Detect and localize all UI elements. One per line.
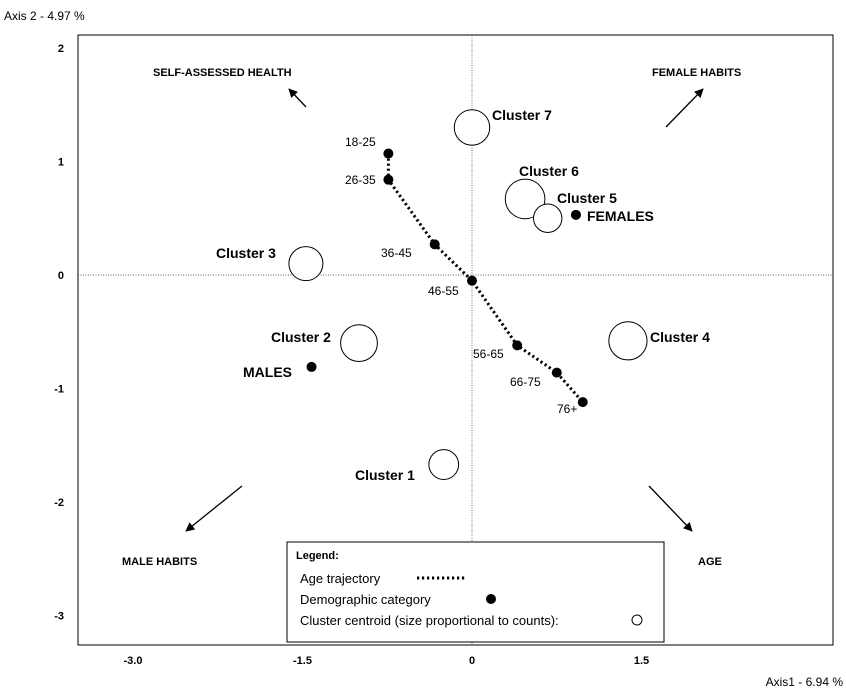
cluster-centroid: [453, 109, 491, 146]
x-tick-label: 0: [469, 655, 475, 667]
cluster-centroids: [288, 109, 648, 480]
cluster-label-2: Cluster 2: [271, 329, 331, 345]
direction-label-age: AGE: [698, 556, 722, 568]
age-label-66-75: 66-75: [510, 375, 541, 389]
direction-label-self-assessed-health: SELF-ASSESSED HEALTH: [153, 67, 292, 79]
cluster-label-4: Cluster 4: [650, 329, 710, 345]
legend-item-demographic-category: Demographic category: [300, 592, 431, 607]
age-point: [467, 275, 477, 286]
female-habits-arrow: [665, 88, 704, 128]
x-axis-title: Axis1 - 6.94 %: [766, 675, 844, 689]
cluster-centroid: [533, 203, 563, 233]
direction-arrows: [185, 88, 704, 532]
y-tick-label: 0: [58, 270, 64, 282]
direction-label-male-habits: MALE HABITS: [122, 556, 197, 568]
y-tick-label: 2: [58, 43, 64, 55]
cluster-label-6: Cluster 6: [519, 163, 579, 179]
age-points: [383, 148, 588, 408]
y-tick-label: -2: [54, 497, 64, 509]
x-tick-label: -3.0: [124, 655, 143, 667]
cluster-centroid: [288, 246, 324, 282]
age-label-26-35: 26-35: [345, 173, 376, 187]
age-trajectory: [386, 153, 584, 404]
x-tick-label: 1.5: [634, 655, 649, 667]
age-label-18-25: 18-25: [345, 135, 376, 149]
cluster-centroid: [504, 178, 546, 220]
cluster-label-7: Cluster 7: [492, 107, 552, 123]
y-tick-label: 1: [58, 157, 64, 169]
legend: Legend: Age trajectory Demographic categ…: [286, 541, 665, 643]
age-label-76-plus: 76+: [557, 402, 577, 416]
demographic-label-females: FEMALES: [587, 208, 654, 224]
y-axis-title: Axis 2 - 4.97 %: [4, 9, 85, 23]
cluster-centroid: [608, 321, 648, 361]
age-arrow: [648, 485, 693, 532]
age-point: [577, 397, 588, 408]
age-label-46-55: 46-55: [428, 284, 459, 298]
age-point: [551, 367, 562, 378]
male-habits-arrow: [185, 485, 243, 532]
age-point: [383, 148, 394, 159]
legend-item-cluster-centroid: Cluster centroid (size proportional to c…: [300, 613, 559, 628]
plot-frame: [77, 34, 834, 646]
x-tick-label: -1.5: [293, 655, 312, 667]
legend-box: [286, 541, 665, 643]
self-assessed-health-arrow: [288, 88, 307, 108]
demographic-point: [306, 361, 317, 372]
y-tick-labels: 2 1 0 -1 -2 -3: [54, 43, 64, 623]
cluster-centroid: [340, 324, 378, 363]
age-label-36-45: 36-45: [381, 246, 412, 260]
y-tick-label: -3: [54, 611, 64, 623]
demographic-point: [570, 209, 581, 220]
legend-marker-open-circle: [631, 614, 643, 626]
cluster-centroid: [428, 449, 460, 480]
legend-title: Legend:: [296, 550, 339, 562]
cluster-label-3: Cluster 3: [216, 245, 276, 261]
x-tick-labels: -3.0 -1.5 0 1.5: [124, 655, 650, 667]
age-point: [512, 340, 523, 351]
cluster-label-5: Cluster 5: [557, 190, 617, 206]
demographic-points: [306, 209, 581, 372]
age-label-56-65: 56-65: [473, 347, 504, 361]
cluster-label-1: Cluster 1: [355, 467, 415, 483]
direction-label-female-habits: FEMALE HABITS: [652, 67, 741, 79]
age-point: [383, 174, 394, 185]
legend-item-age-trajectory: Age trajectory: [300, 571, 381, 586]
age-point: [429, 239, 440, 250]
legend-marker-filled-dot: [486, 594, 496, 604]
demographic-label-males: MALES: [243, 364, 292, 380]
age-trajectory-line: [386, 153, 584, 404]
y-tick-label: -1: [54, 384, 64, 396]
